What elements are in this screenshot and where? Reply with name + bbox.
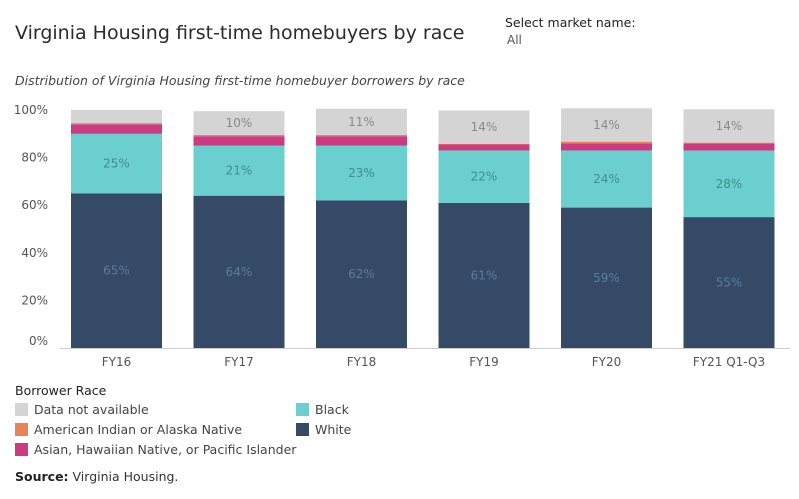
data-label: 21%: [226, 164, 253, 178]
bar-segment: [683, 150, 775, 218]
bar-segment: [316, 136, 407, 146]
data-label: 55%: [716, 276, 743, 290]
y-tick-label: 60%: [21, 198, 48, 212]
data-label: 11%: [348, 115, 375, 129]
market-filter-dropdown[interactable]: All: [507, 33, 522, 47]
bar-segment: [71, 124, 162, 134]
y-tick-label: 20%: [21, 293, 48, 307]
bar-segment: [561, 141, 652, 144]
legend-label: American Indian or Alaska Native: [34, 422, 243, 437]
data-label: 14%: [716, 119, 743, 133]
data-label: 23%: [348, 166, 375, 180]
data-label: 10%: [226, 116, 253, 130]
chart-title: Virginia Housing first-time homebuyers b…: [15, 22, 465, 44]
bar-segment: [683, 109, 775, 143]
data-label: 22%: [471, 170, 498, 184]
data-label: 24%: [593, 172, 620, 186]
bar-segment: [438, 202, 530, 348]
y-tick-label: 40%: [21, 246, 48, 260]
x-tick-label: FY17: [224, 355, 254, 369]
source-prefix: Source:: [15, 469, 69, 484]
x-tick-label: FY18: [347, 355, 377, 369]
data-label: 14%: [593, 118, 620, 132]
legend-swatch: [296, 423, 309, 436]
legend-item-white[interactable]: White: [296, 422, 351, 437]
bar-segment: [71, 193, 162, 348]
legend-item-black[interactable]: Black: [296, 402, 349, 417]
bar-segment: [683, 142, 775, 144]
legend-label: White: [315, 422, 352, 437]
bar-segment: [193, 136, 285, 146]
legend-swatch: [15, 403, 28, 416]
legend-title: Borrower Race: [15, 383, 107, 398]
bar-segment: [193, 145, 285, 196]
bar-segment: [193, 134, 285, 137]
data-label: 25%: [103, 157, 130, 171]
bar-segment: [561, 143, 652, 151]
chart-subtitle: Distribution of Virginia Housing first-t…: [15, 73, 465, 88]
bar-segment: [683, 143, 775, 151]
y-tick-label: 100%: [14, 103, 48, 117]
stacked-bar-chart: 0% 20% 40% 60% 80% 100% 65% 25% FY16 64% 21% 10% FY1…: [14, 103, 790, 369]
bar-segment: [71, 133, 162, 194]
bar-segment: [193, 111, 285, 135]
data-label: 28%: [716, 177, 743, 191]
data-label: 14%: [471, 120, 498, 134]
source-note: Source: Virginia Housing.: [15, 469, 178, 484]
bar-segment: [561, 150, 652, 208]
source-text: Virginia Housing.: [68, 469, 179, 484]
legend-swatch: [15, 423, 28, 436]
data-label: 61%: [471, 268, 498, 282]
bar-segment: [438, 150, 530, 203]
legend-label: Black: [315, 402, 349, 417]
legend-item-american-indian[interactable]: American Indian or Alaska Native: [15, 422, 242, 437]
bar-segment: [561, 207, 652, 348]
x-tick-label: FY16: [102, 355, 132, 369]
legend-item-asian-pacific[interactable]: Asian, Hawaiian Native, or Pacific Islan…: [15, 442, 296, 457]
data-label: 65%: [103, 264, 130, 278]
bar-segment: [71, 110, 162, 124]
legend-label: Asian, Hawaiian Native, or Pacific Islan…: [34, 442, 297, 457]
bar-segment: [438, 110, 530, 144]
legend-label: Data not available: [34, 402, 149, 417]
data-label: 64%: [226, 265, 253, 279]
bar-segment: [438, 143, 530, 145]
bar-segment: [193, 195, 285, 348]
x-tick-label: FY21 Q1-Q3: [693, 355, 765, 369]
y-tick-label: 80%: [21, 151, 48, 165]
x-tick-label: FY19: [469, 355, 499, 369]
data-label: 59%: [593, 271, 620, 285]
x-tick-label: FY20: [592, 355, 622, 369]
bar-segment: [438, 144, 530, 151]
bar-segment: [316, 134, 407, 137]
y-tick-label: 0%: [29, 334, 48, 348]
bar-segment: [561, 108, 652, 142]
legend-swatch: [296, 403, 309, 416]
legend-swatch: [15, 443, 28, 456]
data-label: 62%: [348, 267, 375, 281]
bar-segment: [683, 217, 775, 348]
legend-item-data-not-available[interactable]: Data not available: [15, 402, 149, 417]
market-filter-label: Select market name:: [505, 15, 636, 30]
bar-segment: [316, 108, 407, 135]
bar-segment: [316, 200, 407, 348]
bar-segment: [71, 123, 162, 125]
bar-segment: [316, 145, 407, 201]
